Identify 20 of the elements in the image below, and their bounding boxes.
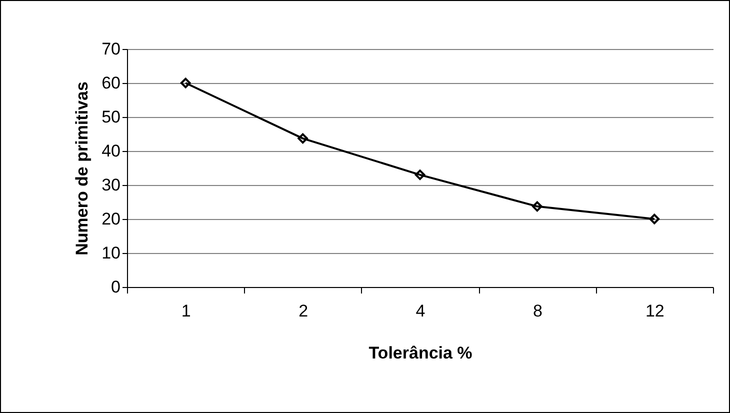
x-tick-label: 2 bbox=[298, 302, 308, 320]
x-tick-label: 12 bbox=[645, 302, 664, 320]
point bbox=[298, 133, 308, 144]
y-tick-label: 10 bbox=[102, 244, 120, 262]
x-tick-label: 4 bbox=[416, 302, 426, 320]
y-tick-label: 60 bbox=[102, 74, 120, 92]
y-tick-label: 30 bbox=[102, 176, 120, 194]
y-tick-label: 40 bbox=[102, 142, 120, 160]
point bbox=[649, 214, 660, 224]
point bbox=[180, 78, 191, 88]
y-axis-title: Numero de primitivas bbox=[72, 82, 92, 256]
point bbox=[414, 170, 426, 180]
y-tick-label: 50 bbox=[102, 108, 120, 126]
y-tick-label: 0 bbox=[111, 278, 120, 296]
x-axis-title: Tolerância % bbox=[368, 344, 472, 362]
x-tick-label: 1 bbox=[181, 302, 191, 320]
y-tick-label: 20 bbox=[102, 210, 120, 228]
point bbox=[532, 201, 542, 212]
x-tick-label: 8 bbox=[532, 302, 542, 320]
y-tick-label: 70 bbox=[102, 40, 120, 58]
